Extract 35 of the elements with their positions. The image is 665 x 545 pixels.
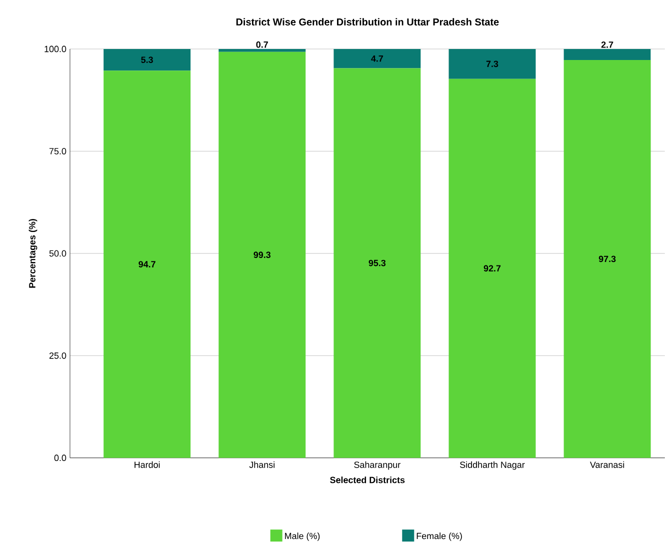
y-tick-label: 25.0 [49, 352, 66, 360]
x-tick-label: Siddharth Nagar [460, 462, 525, 470]
data-label: 95.3 [368, 260, 386, 266]
data-label: 92.7 [484, 265, 501, 272]
data-label: 2.7 [601, 42, 614, 48]
bar [564, 60, 651, 458]
bar [334, 49, 421, 68]
legend-label: Female (%) [416, 532, 462, 542]
x-tick-label: Saharanpur [354, 462, 400, 470]
chart-title: District Wise Gender Distribution in Uttar Pradesh State [236, 18, 499, 26]
data-label: 99.3 [254, 252, 271, 258]
data-label: 7.3 [486, 60, 498, 68]
bar [448, 49, 536, 80]
x-tick-label: Varanasi [590, 462, 624, 468]
bar [218, 49, 306, 52]
y-tick-label: 75.0 [49, 148, 66, 155]
data-label: 0.7 [256, 42, 268, 48]
x-tick-label: Hardoi [134, 462, 160, 468]
y-tick-label: 100.0 [44, 46, 66, 52]
data-label: 4.7 [371, 56, 384, 62]
bar [104, 49, 191, 71]
y-tick-label: 0.0 [54, 454, 66, 462]
bar [564, 49, 651, 60]
y-axis-title: Percentages (%) [28, 219, 38, 288]
bar [218, 52, 306, 458]
legend-label: Male (%) [285, 532, 320, 542]
bar [448, 79, 536, 458]
bar [334, 68, 421, 458]
data-label: 97.3 [598, 256, 616, 262]
data-label: 5.3 [141, 56, 153, 64]
x-axis-title: Selected Districts [330, 476, 405, 484]
bar [104, 70, 191, 458]
data-label: 94.7 [138, 261, 156, 268]
x-tick-label: Jhansi [249, 462, 274, 468]
y-tick-label: 50.0 [49, 250, 66, 257]
